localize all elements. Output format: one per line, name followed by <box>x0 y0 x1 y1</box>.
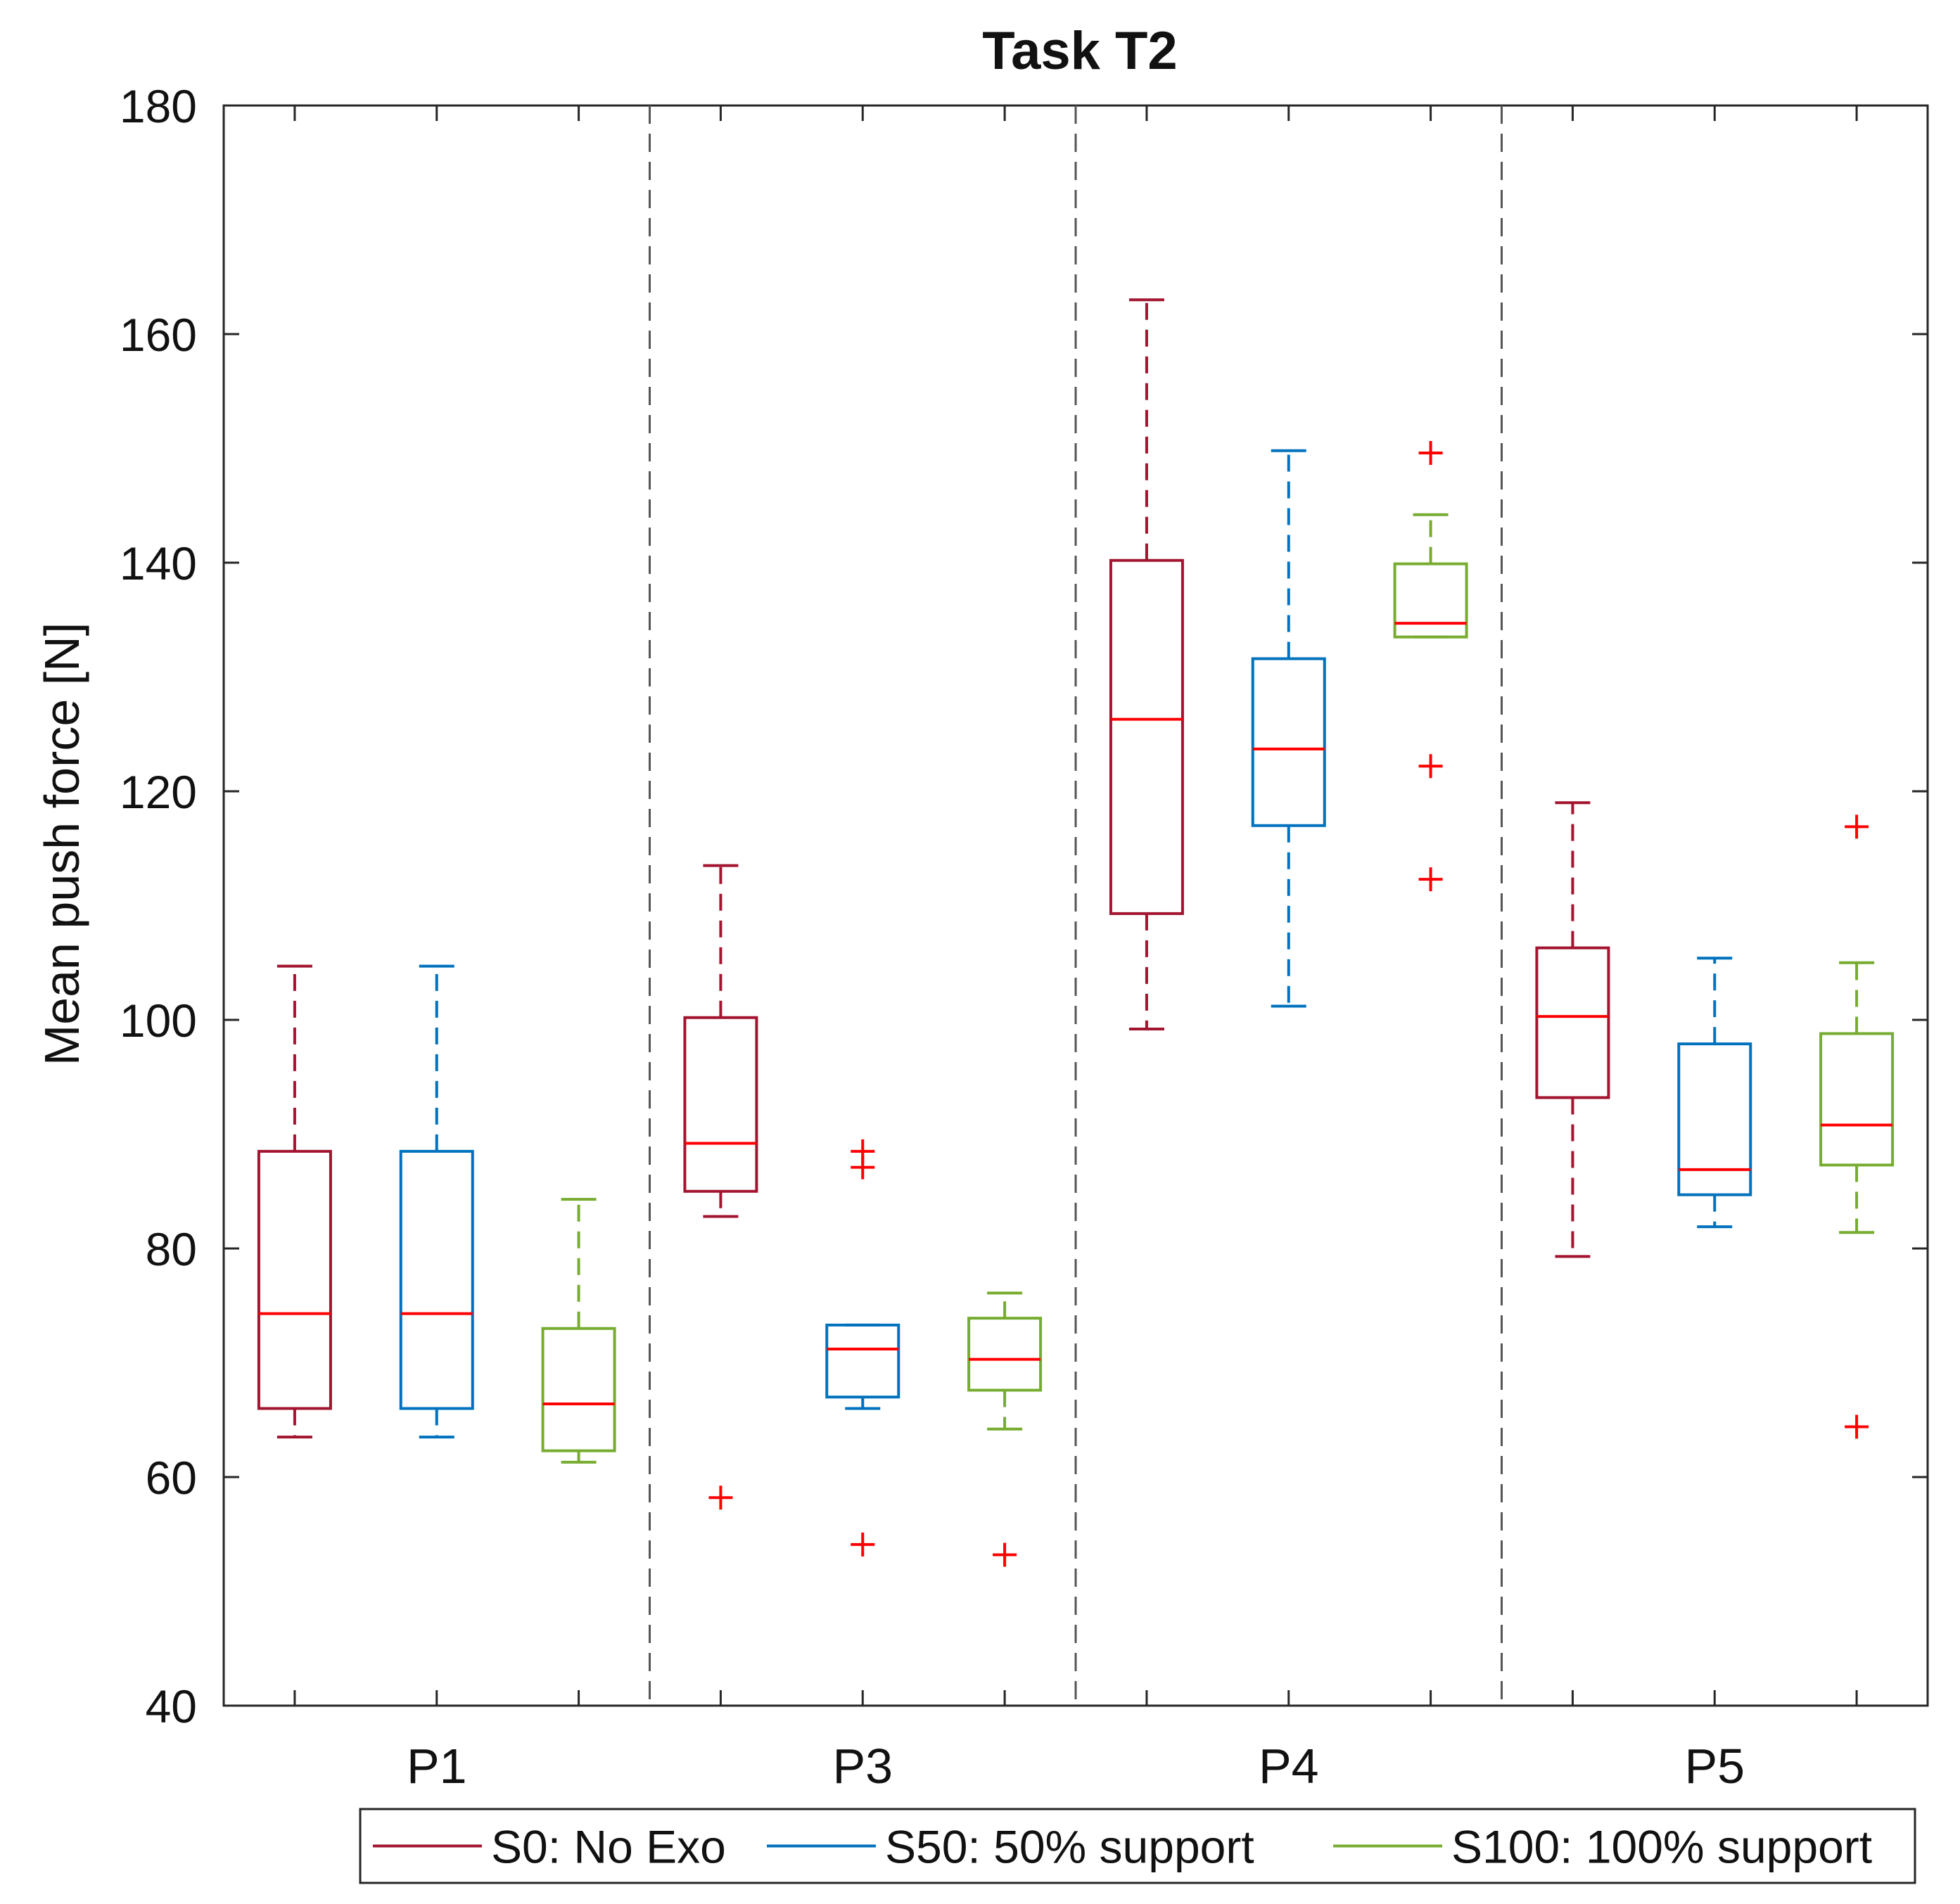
plot-area: 40 60 80 100 120 140 160 180 P1 P3 P4 P5 <box>120 80 1929 1794</box>
iqr-box <box>1393 562 1468 639</box>
x-group-label: P5 <box>1684 1739 1745 1794</box>
legend-box <box>359 1808 1916 1884</box>
outlier-marker <box>851 1155 875 1180</box>
legend-label-2: S100: 100% support <box>1451 1821 1872 1873</box>
iqr-box <box>683 1016 758 1193</box>
iqr-box <box>967 1317 1043 1392</box>
iqr-box <box>1251 657 1326 827</box>
box-p5-series-1 <box>1677 957 1752 1229</box>
legend-label-1: S50: 50% support <box>885 1821 1254 1873</box>
x-group-label: P3 <box>832 1739 893 1794</box>
box-p4-series-2 <box>1393 441 1468 892</box>
y-tick-label: 120 <box>120 766 197 818</box>
y-tick-label: 40 <box>146 1680 197 1732</box>
x-group-label: P1 <box>407 1739 467 1794</box>
legend-label-0: S0: No Exo <box>491 1821 726 1873</box>
outlier-marker <box>708 1485 733 1510</box>
outlier-marker <box>851 1532 875 1557</box>
outlier-marker <box>1418 754 1443 779</box>
y-tick-label: 80 <box>146 1223 197 1275</box>
y-tick-label: 180 <box>120 80 197 132</box>
iqr-box <box>1109 558 1184 915</box>
iqr-box <box>257 1149 332 1410</box>
box-p3-series-1 <box>825 1139 901 1557</box>
legend[interactable]: S0: No Exo S50: 50% support S100: 100% sup… <box>359 1808 1916 1884</box>
outlier-marker <box>993 1542 1017 1567</box>
outlier-marker <box>1845 1414 1869 1439</box>
box-p5-series-0 <box>1535 801 1610 1258</box>
y-tick-label: 60 <box>146 1452 197 1504</box>
box-p4-series-1 <box>1251 449 1326 1008</box>
box-p3-series-0 <box>683 864 758 1510</box>
box-p5-series-2 <box>1819 814 1895 1439</box>
outlier-marker <box>1845 814 1869 839</box>
box-p1-series-1 <box>399 964 474 1439</box>
iqr-box <box>399 1149 474 1410</box>
y-tick-label: 100 <box>120 995 197 1047</box>
y-tick-label: 160 <box>120 309 197 361</box>
iqr-box <box>1819 1032 1895 1167</box>
x-group-label: P4 <box>1259 1739 1319 1794</box>
outlier-marker <box>1418 867 1443 892</box>
box-p3-series-2 <box>967 1291 1043 1567</box>
y-tick-label: 140 <box>120 537 197 589</box>
box-p4-series-0 <box>1109 298 1184 1030</box>
iqr-box <box>825 1323 901 1399</box>
outlier-marker <box>1418 441 1443 465</box>
iqr-box <box>541 1327 616 1452</box>
iqr-box <box>1535 946 1610 1099</box>
box-p1-series-0 <box>257 964 332 1439</box>
y-axis-label: Mean push force [N] <box>34 622 89 1066</box>
box-p1-series-2 <box>541 1198 616 1464</box>
iqr-box <box>1677 1042 1752 1196</box>
chart-title: Task T2 <box>982 21 1177 81</box>
